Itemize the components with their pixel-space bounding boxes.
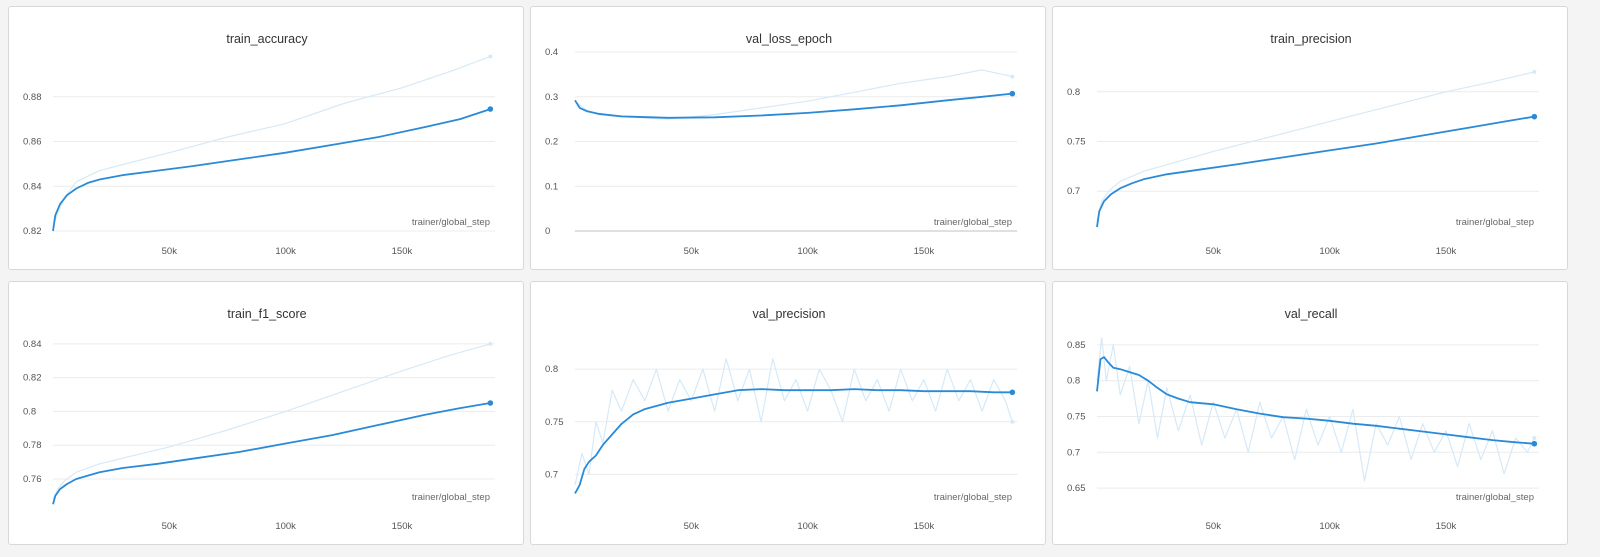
raw-series-endpoint: [1010, 74, 1015, 79]
x-tick-label: 100k: [1319, 521, 1340, 532]
y-tick-label: 0.8: [545, 364, 558, 375]
y-tick-label: 0.84: [23, 339, 42, 350]
y-tick-label: 0.88: [23, 92, 42, 103]
x-tick-label: 50k: [1206, 246, 1222, 257]
y-tick-label: 0.7: [1067, 447, 1080, 458]
chart-panel-val-recall[interactable]: val_recall 0.65 0.7 0.75 0.8 0.85 50k 100k 150k t…: [1052, 281, 1568, 545]
raw-series-line: [574, 69, 1013, 120]
smoothed-series-line: [52, 402, 491, 505]
chart-panel-val-precision[interactable]: val_precision 0.7 0.75 0.8 50k 100k 150k traine…: [530, 281, 1046, 545]
x-tick-label: 50k: [162, 521, 178, 532]
chart-title: val_loss_epoch: [746, 32, 832, 46]
smoothed-series-endpoint: [1531, 113, 1538, 120]
x-tick-label: 50k: [684, 246, 700, 257]
y-tick-label: 0.1: [545, 181, 558, 192]
x-tick-label: 100k: [1319, 246, 1340, 257]
smoothed-series-line: [574, 92, 1013, 119]
chart-title: train_f1_score: [227, 307, 306, 321]
y-tick-label: 0.82: [23, 373, 42, 384]
y-tick-label: 0.76: [23, 474, 42, 485]
chart-svg: val_loss_epoch 0 0.1 0.2 0.3 0.4 50k 100k 150k tr…: [545, 32, 1017, 257]
smoothed-series-line: [1096, 356, 1535, 445]
y-tick-label: 0.86: [23, 137, 42, 148]
smoothed-series-endpoint: [1531, 440, 1538, 447]
raw-series-endpoint: [488, 54, 493, 59]
raw-series-line: [1096, 71, 1535, 222]
y-tick-label: 0.4: [545, 47, 558, 58]
chart-title: val_precision: [753, 307, 826, 321]
x-tick-label: 150k: [914, 246, 935, 257]
chart-title: train_precision: [1270, 32, 1351, 46]
x-axis-label: trainer/global_step: [934, 217, 1012, 228]
chart-panel-train-f1-score[interactable]: train_f1_score 0.76 0.78 0.8 0.82 0.84 50k 100k…: [8, 281, 524, 545]
y-tick-label: 0.82: [23, 226, 42, 237]
smoothed-series-line: [52, 108, 491, 232]
x-tick-label: 150k: [392, 246, 413, 257]
raw-series-line: [1096, 337, 1535, 482]
x-tick-label: 150k: [392, 521, 413, 532]
smoothed-series-endpoint: [487, 400, 494, 406]
chart-svg: train_accuracy 0.82 0.84 0.86 0.88 50k 100k 150…: [23, 32, 495, 257]
x-tick-label: 100k: [797, 246, 818, 257]
y-tick-label: 0.8: [23, 406, 36, 417]
y-tick-label: 0.8: [1067, 87, 1080, 98]
x-tick-label: 150k: [1436, 246, 1457, 257]
smoothed-series-line: [1096, 115, 1535, 228]
raw-series-endpoint: [1532, 435, 1537, 440]
x-tick-label: 100k: [275, 246, 296, 257]
x-tick-label: 150k: [1436, 521, 1457, 532]
y-tick-label: 0: [545, 226, 550, 237]
raw-series-endpoint: [488, 341, 493, 346]
chart-svg: val_precision 0.7 0.75 0.8 50k 100k 150k traine…: [545, 307, 1017, 532]
x-tick-label: 50k: [1206, 521, 1222, 532]
chart-svg: train_f1_score 0.76 0.78 0.8 0.82 0.84 50k 100k…: [23, 307, 495, 532]
chart-panel-train-precision[interactable]: train_precision 0.7 0.75 0.8 50k 100k 150k trai…: [1052, 6, 1568, 270]
smoothed-series-endpoint: [1009, 90, 1016, 97]
y-tick-label: 0.8: [1067, 376, 1080, 387]
y-tick-label: 0.7: [1067, 186, 1080, 197]
chart-svg: val_recall 0.65 0.7 0.75 0.8 0.85 50k 100k 150k t…: [1067, 307, 1539, 532]
y-tick-label: 0.2: [545, 137, 558, 148]
chart-title: val_recall: [1285, 307, 1338, 321]
y-tick-label: 0.75: [1067, 412, 1086, 423]
y-tick-label: 0.3: [545, 92, 558, 103]
x-tick-label: 100k: [275, 521, 296, 532]
smoothed-series-endpoint: [1009, 389, 1016, 396]
raw-series-endpoint: [1532, 69, 1537, 74]
y-tick-label: 0.75: [545, 417, 564, 428]
smoothed-series-endpoint: [487, 106, 494, 112]
y-tick-label: 0.75: [1067, 137, 1086, 148]
y-tick-label: 0.65: [1067, 483, 1086, 494]
chart-svg: train_precision 0.7 0.75 0.8 50k 100k 150k trai…: [1067, 32, 1539, 257]
y-tick-label: 0.85: [1067, 340, 1086, 351]
x-tick-label: 150k: [914, 521, 935, 532]
raw-series-endpoint: [1010, 419, 1015, 424]
x-axis-label: trainer/global_step: [412, 217, 490, 228]
chart-panel-val-loss-epoch[interactable]: val_loss_epoch 0 0.1 0.2 0.3 0.4 50k 100k 150k tr…: [530, 6, 1046, 270]
x-tick-label: 50k: [162, 246, 178, 257]
y-tick-label: 0.84: [23, 181, 42, 192]
x-axis-label: trainer/global_step: [1456, 217, 1534, 228]
x-tick-label: 50k: [684, 521, 700, 532]
x-axis-label: trainer/global_step: [412, 492, 490, 503]
raw-series-line: [52, 343, 491, 500]
y-tick-label: 0.78: [23, 440, 42, 451]
y-tick-label: 0.7: [545, 469, 558, 480]
x-tick-label: 100k: [797, 521, 818, 532]
chart-title: train_accuracy: [226, 32, 308, 46]
chart-panel-train-accuracy[interactable]: train_accuracy 0.82 0.84 0.86 0.88 50k 100k 150…: [8, 6, 524, 270]
raw-series-line: [574, 357, 1013, 486]
smoothed-series-line: [574, 388, 1013, 494]
x-axis-label: trainer/global_step: [1456, 492, 1534, 503]
x-axis-label: trainer/global_step: [934, 492, 1012, 503]
